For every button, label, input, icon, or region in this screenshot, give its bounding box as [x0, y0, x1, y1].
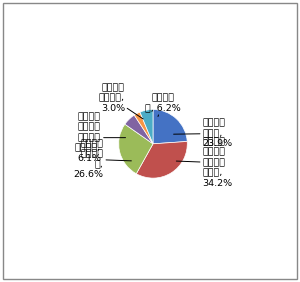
Wedge shape: [119, 124, 153, 174]
Wedge shape: [140, 109, 153, 144]
Text: 発生しな
いと思う,
3.0%: 発生しな いと思う, 3.0%: [99, 83, 143, 119]
Wedge shape: [153, 109, 187, 144]
Text: 発生する
と思う,
23.9%: 発生する と思う, 23.9%: [174, 119, 233, 148]
Wedge shape: [134, 112, 153, 144]
Text: どちらと
もいえな
い,
26.6%: どちらと もいえな い, 26.6%: [73, 139, 131, 179]
Text: どちらか
といえば
発生する
と思う,
34.2%: どちらか といえば 発生する と思う, 34.2%: [176, 137, 233, 188]
Text: わからな
い, 6.2%: わからな い, 6.2%: [145, 93, 181, 116]
Wedge shape: [125, 115, 153, 144]
Wedge shape: [136, 142, 187, 178]
Text: どちらか
といえば
発生しな
いと思う,
6.1%: どちらか といえば 発生しな いと思う, 6.1%: [75, 112, 125, 163]
